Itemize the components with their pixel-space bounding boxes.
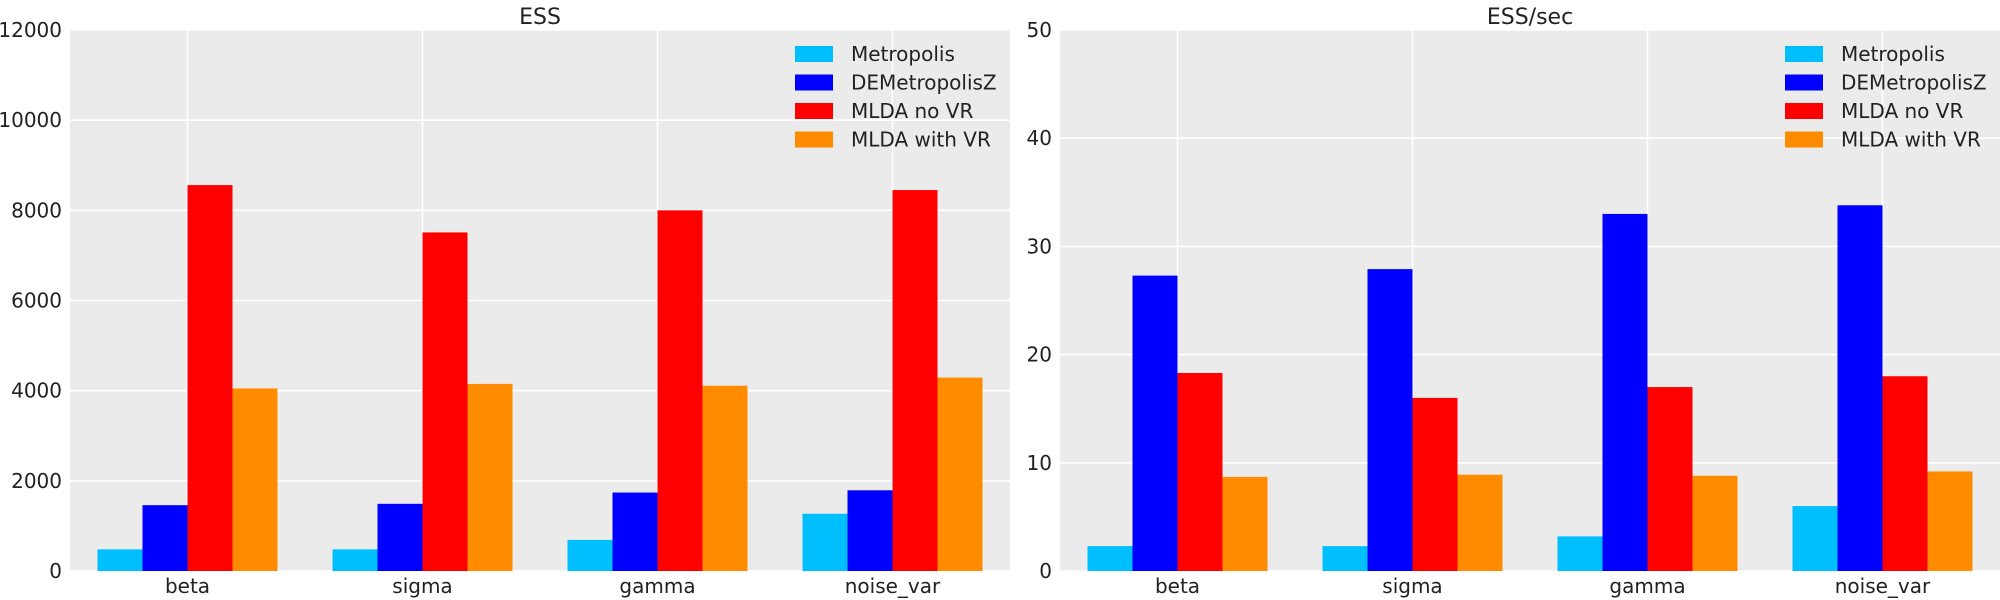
bar-demetropolisz-noise_var [847,490,893,571]
legend-label: DEMetropolisZ [1841,71,1987,95]
legend-label: MLDA no VR [1841,99,1963,123]
legend-swatch [1785,103,1823,119]
bar-demetropolisz-beta [1132,275,1178,571]
bar-metropolis-gamma [1557,536,1603,571]
legend-label: MLDA with VR [1841,128,1981,152]
x-tick-label: noise_var [845,574,941,598]
bar-mlda-no-vr-noise_var [1882,376,1928,571]
y-tick-label: 8000 [11,198,62,222]
y-tick-label: 10 [1027,451,1052,475]
legend-swatch [1785,46,1823,62]
bar-mlda-no-vr-beta [1177,372,1223,571]
bar-demetropolisz-noise_var [1837,205,1883,571]
bar-mlda-with-vr-noise_var [1927,471,1973,571]
bar-demetropolisz-sigma [1367,269,1413,571]
bar-mlda-with-vr-sigma [467,383,513,571]
bar-mlda-no-vr-noise_var [892,190,938,571]
bar-mlda-no-vr-gamma [657,210,703,572]
bar-mlda-no-vr-beta [187,185,233,571]
y-tick-label: 12000 [0,18,62,42]
y-tick-label: 30 [1027,234,1052,258]
bar-mlda-with-vr-gamma [702,385,748,571]
y-tick-label: 6000 [11,289,62,313]
bar-mlda-with-vr-noise_var [937,377,983,571]
y-tick-label: 20 [1027,343,1052,367]
legend-swatch [1785,74,1823,91]
y-tick-label: 40 [1027,126,1052,150]
bar-metropolis-sigma [332,549,378,571]
bar-metropolis-beta [97,549,143,571]
bar-demetropolisz-beta [142,505,188,571]
x-tick-label: gamma [1609,574,1685,598]
bar-mlda-with-vr-sigma [1457,474,1503,571]
legend-label: MLDA no VR [851,99,973,123]
y-tick-label: 4000 [11,379,62,403]
bar-mlda-with-vr-beta [1222,476,1268,571]
x-tick-label: noise_var [1835,574,1931,598]
x-tick-label: beta [165,574,210,598]
legend: Metropolis DEMetropolisZ MLDA no VR MLDA wi… [795,42,997,152]
x-tick-label: sigma [392,574,452,598]
y-tick-label: 2000 [11,469,62,493]
chart-panel-2: 0 10 20 30 40 50 beta sigma gamma noise_var ESS/se… [1027,5,2000,598]
bar-metropolis-gamma [567,539,613,571]
legend: Metropolis DEMetropolisZ MLDA no VR MLDA wi… [1785,42,1987,152]
chart-title: ESS/sec [1487,5,1573,30]
y-tick-label: 10000 [0,108,62,132]
y-tick-label: 0 [49,559,62,583]
y-tick-label: 50 [1027,18,1052,42]
y-tick-label: 0 [1039,559,1052,583]
legend-label: DEMetropolisZ [851,71,997,95]
x-tick-label: sigma [1382,574,1442,598]
legend-label: Metropolis [1841,42,1945,66]
bar-demetropolisz-gamma [612,492,658,571]
bar-demetropolisz-sigma [377,503,423,571]
bar-mlda-no-vr-sigma [1412,397,1458,571]
bar-mlda-with-vr-gamma [1692,475,1738,571]
bar-metropolis-noise_var [802,513,848,571]
legend-swatch [795,103,833,119]
x-tick-label: gamma [619,574,695,598]
legend-label: Metropolis [851,42,955,66]
chart-title: ESS [519,5,561,30]
bar-mlda-no-vr-sigma [422,232,468,571]
chart-panel-1: 0 2000 4000 6000 8000 10000 12000 beta sigma gamm… [0,5,1010,598]
bar-metropolis-sigma [1322,546,1368,571]
legend-swatch [1785,131,1823,148]
legend-swatch [795,131,833,148]
bar-metropolis-beta [1087,546,1133,571]
x-tick-label: beta [1155,574,1200,598]
bar-mlda-with-vr-beta [232,388,278,571]
legend-swatch [795,46,833,62]
bar-metropolis-noise_var [1792,506,1838,571]
bar-demetropolisz-gamma [1602,213,1648,571]
legend-label: MLDA with VR [851,128,991,152]
legend-swatch [795,74,833,91]
bar-mlda-no-vr-gamma [1647,387,1693,571]
